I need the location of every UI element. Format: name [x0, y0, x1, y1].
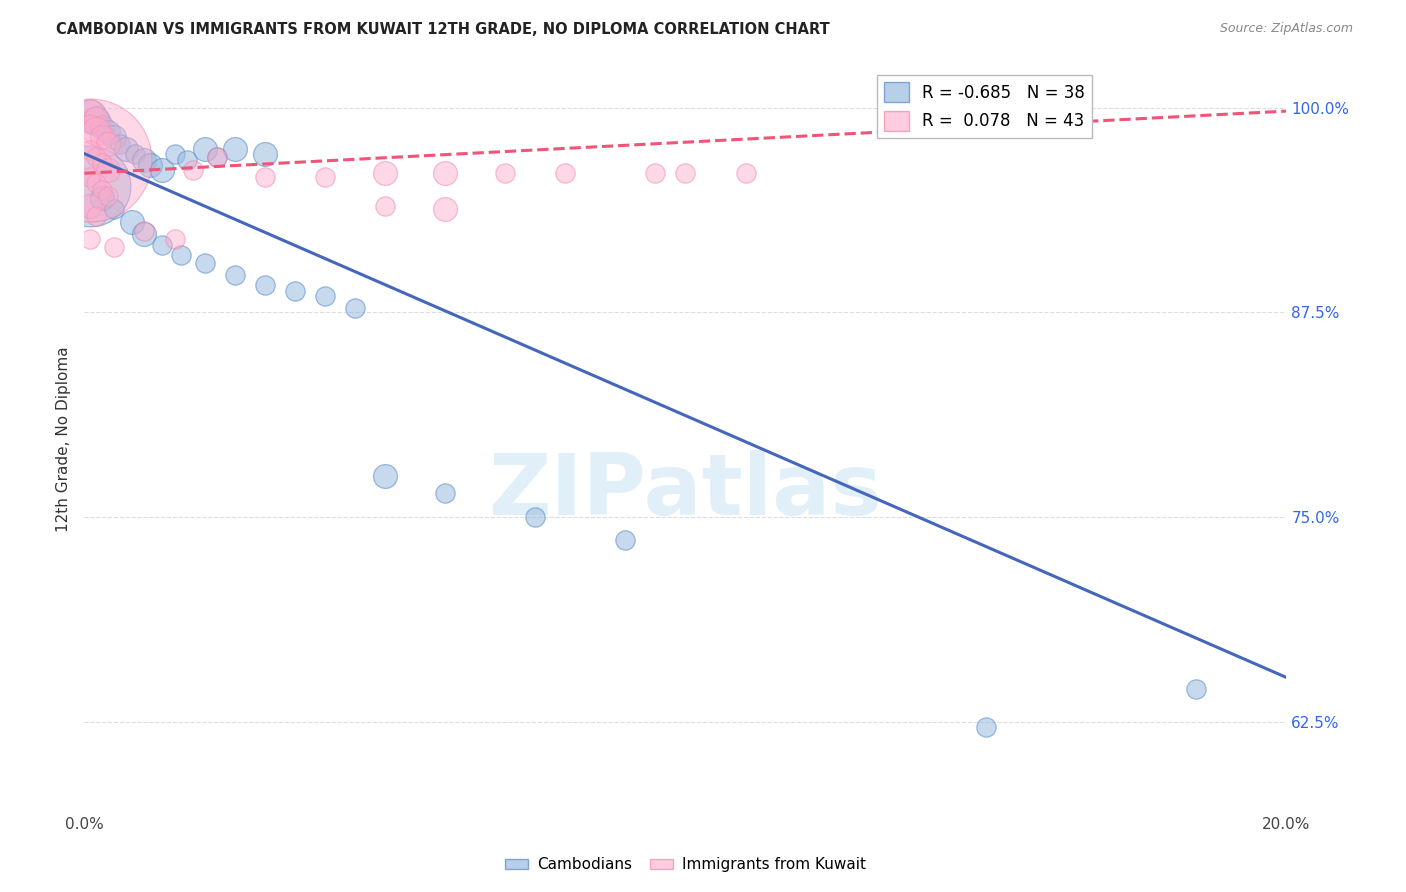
- Point: [181, 163, 204, 178]
- Point: [343, 301, 366, 315]
- Point: [103, 240, 125, 254]
- Point: [79, 153, 101, 168]
- Y-axis label: 12th Grade, No Diploma: 12th Grade, No Diploma: [56, 346, 72, 533]
- Point: [86, 111, 108, 125]
- Point: [79, 179, 101, 194]
- Point: [134, 227, 156, 241]
- Point: [163, 232, 186, 246]
- Point: [124, 146, 146, 161]
- Text: CAMBODIAN VS IMMIGRANTS FROM KUWAIT 12TH GRADE, NO DIPLOMA CORRELATION CHART: CAMBODIAN VS IMMIGRANTS FROM KUWAIT 12TH…: [56, 22, 830, 37]
- Point: [253, 146, 276, 161]
- Point: [110, 136, 132, 151]
- Point: [103, 130, 125, 145]
- Point: [91, 120, 114, 135]
- Point: [91, 191, 114, 205]
- Point: [139, 158, 162, 172]
- Point: [314, 169, 336, 184]
- Point: [121, 215, 143, 229]
- Point: [79, 199, 101, 213]
- Point: [194, 256, 217, 270]
- Point: [79, 109, 101, 123]
- Point: [79, 144, 101, 158]
- Point: [205, 150, 228, 164]
- Point: [176, 153, 198, 168]
- Point: [205, 150, 228, 164]
- Point: [1185, 681, 1208, 696]
- Point: [224, 268, 246, 282]
- Point: [675, 166, 697, 180]
- Point: [374, 469, 396, 483]
- Point: [86, 150, 108, 164]
- Point: [644, 166, 666, 180]
- Point: [91, 130, 114, 145]
- Point: [374, 166, 396, 180]
- Point: [284, 284, 307, 298]
- Point: [314, 289, 336, 303]
- Point: [97, 163, 120, 178]
- Point: [374, 199, 396, 213]
- Point: [134, 224, 156, 238]
- Text: ZIPatlas: ZIPatlas: [488, 450, 883, 533]
- Point: [434, 202, 457, 217]
- Point: [524, 510, 547, 524]
- Text: Source: ZipAtlas.com: Source: ZipAtlas.com: [1219, 22, 1353, 36]
- Point: [253, 277, 276, 292]
- Point: [494, 166, 516, 180]
- Point: [152, 238, 174, 252]
- Point: [224, 142, 246, 156]
- Point: [152, 163, 174, 178]
- Point: [97, 189, 120, 203]
- Point: [194, 142, 217, 156]
- Point: [79, 232, 101, 246]
- Point: [86, 209, 108, 223]
- Point: [79, 117, 101, 131]
- Point: [163, 146, 186, 161]
- Point: [115, 142, 138, 156]
- Point: [614, 533, 637, 547]
- Point: [103, 202, 125, 217]
- Point: [79, 169, 101, 184]
- Legend: Cambodians, Immigrants from Kuwait: Cambodians, Immigrants from Kuwait: [499, 851, 872, 879]
- Point: [434, 166, 457, 180]
- Point: [86, 124, 108, 138]
- Point: [97, 136, 120, 151]
- Point: [253, 169, 276, 184]
- Point: [134, 153, 156, 168]
- Point: [434, 485, 457, 500]
- Point: [97, 125, 120, 139]
- Point: [91, 183, 114, 197]
- Point: [169, 248, 191, 262]
- Point: [91, 156, 114, 170]
- Point: [554, 166, 576, 180]
- Point: [86, 114, 108, 128]
- Point: [974, 720, 997, 734]
- Point: [79, 104, 101, 119]
- Point: [86, 176, 108, 190]
- Point: [734, 166, 756, 180]
